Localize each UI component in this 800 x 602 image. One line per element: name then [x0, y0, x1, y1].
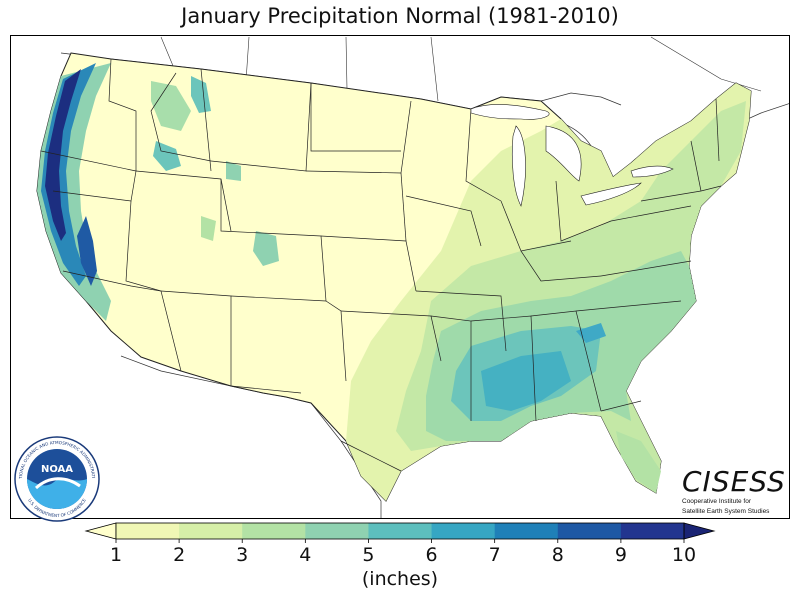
- noaa-logo-text: NOAA: [41, 464, 73, 475]
- precip-rockies-spot-2: [191, 76, 211, 113]
- colorbar: [84, 522, 716, 543]
- colorbar-cell: [368, 523, 433, 539]
- us-precipitation-map: [36, 36, 789, 518]
- colorbar-tick-label: 6: [425, 544, 438, 566]
- lake-michigan: [511, 125, 526, 207]
- colorbar-tick-label: 2: [173, 544, 186, 566]
- precip-band-6in: [481, 351, 571, 411]
- precip-florida-band: [616, 431, 661, 493]
- colorbar-cell: [431, 523, 496, 539]
- cisess-brand: CISESS: [682, 465, 786, 498]
- lake-superior: [470, 104, 550, 120]
- precip-rockies-spot-3: [153, 141, 181, 171]
- precip-rockies-spot-4: [226, 161, 241, 181]
- colorbar-extend-low: [84, 522, 117, 540]
- colorbar-cells: [84, 522, 716, 543]
- colorbar-cell: [242, 523, 306, 539]
- colorbar-units: (inches): [361, 568, 439, 590]
- map-frame: [10, 35, 790, 519]
- colorbar-tick-label: 5: [362, 544, 375, 566]
- colorbar-cell: [620, 523, 685, 539]
- precip-rockies-spot-6: [201, 216, 216, 241]
- colorbar-cell: [179, 523, 243, 539]
- cisess-line-1: Cooperative Institute for: [682, 498, 752, 505]
- lake-ontario: [630, 165, 674, 178]
- colorbar-tick-label: 7: [488, 544, 501, 566]
- precip-rockies-spot-5: [253, 231, 279, 266]
- lake-erie: [580, 182, 642, 206]
- colorbar-cell: [116, 523, 180, 539]
- colorbar-tick-label: 1: [109, 544, 123, 566]
- precip-rockies-spot-1: [151, 81, 191, 131]
- colorbar-extend-high: [683, 522, 716, 540]
- lake-huron: [545, 125, 582, 182]
- colorbar-tick-label: 10: [671, 544, 697, 566]
- precip-coast-band-10in: [45, 69, 81, 241]
- cisess-line-2: Satellite Earth System Studies: [682, 508, 770, 515]
- noaa-logo: NOAA NATIONAL OCEANIC AND ATMOSPHERIC AD…: [14, 436, 100, 522]
- map-title: January Precipitation Normal (1981-2010): [181, 4, 619, 28]
- colorbar-tick-label: 8: [551, 544, 564, 566]
- precip-sierra-band: [77, 216, 97, 286]
- colorbar-tick-label: 9: [614, 544, 627, 566]
- precip-coast-band-7in: [41, 63, 96, 286]
- cisess-logo: CISESS Cooperative Institute for Satelli…: [682, 465, 786, 516]
- precip-band-6in-nc: [576, 323, 606, 343]
- state-borders: [40, 58, 722, 472]
- colorbar-tick-label: 3: [236, 544, 249, 566]
- colorbar-cell: [305, 523, 369, 539]
- canada-province-lines: [160, 36, 762, 102]
- colorbar-tick-label: 4: [299, 544, 312, 566]
- colorbar-cell: [557, 523, 622, 539]
- colorbar-cell: [494, 523, 559, 539]
